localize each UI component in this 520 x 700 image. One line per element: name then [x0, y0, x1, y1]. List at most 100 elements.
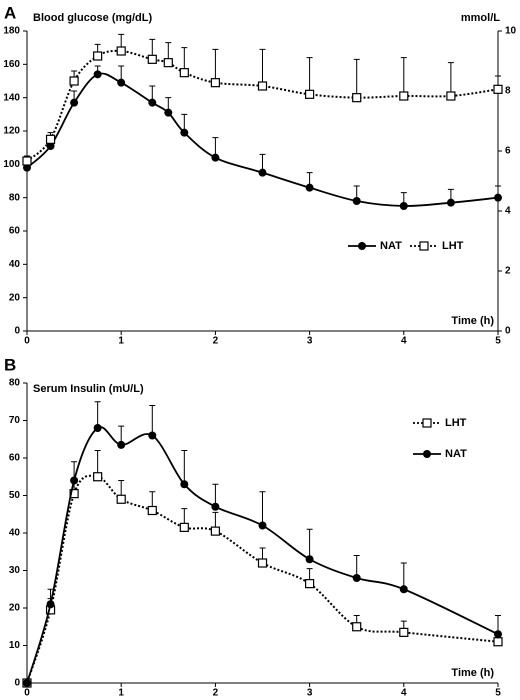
y-tick-label: 80: [9, 192, 21, 203]
x-tick-label: 1: [118, 688, 124, 699]
x-axis-title: Time (h): [451, 667, 494, 679]
legend-label: LHT: [442, 240, 464, 252]
y-axis-title: Serum Insulin (mU/L): [33, 383, 144, 395]
y-tick-label: 180: [3, 26, 20, 37]
x-tick-label: 5: [495, 688, 501, 699]
y-tick-label: 140: [3, 92, 20, 103]
marker: [446, 91, 456, 101]
marker: [493, 637, 503, 647]
x-tick-label: 4: [401, 688, 407, 699]
marker: [69, 489, 79, 499]
error-bar: [181, 450, 188, 485]
marker: [258, 168, 267, 177]
legend-marker: [422, 418, 432, 428]
marker: [69, 76, 79, 86]
y2-axis-title: mmol/L: [461, 12, 500, 24]
marker: [210, 526, 220, 536]
marker: [147, 505, 157, 516]
error-bar: [149, 405, 156, 436]
marker: [399, 585, 408, 594]
marker: [257, 81, 268, 91]
error-bar: [259, 48, 266, 86]
marker: [446, 198, 455, 207]
marker: [93, 424, 102, 432]
marker: [493, 84, 503, 94]
marker: [494, 630, 502, 639]
marker: [93, 51, 103, 61]
y-tick-label: 0: [14, 678, 20, 689]
y-axis-title: Blood glucose (mg/dL): [33, 12, 152, 24]
marker: [70, 98, 79, 107]
marker: [93, 70, 102, 79]
error-bar: [306, 528, 313, 560]
error-bar: [353, 58, 360, 98]
panel-label: B: [4, 355, 16, 374]
marker: [70, 476, 79, 485]
error-bar: [400, 57, 407, 96]
x-axis-title: Time (h): [451, 315, 494, 327]
y2-tick-label: 6: [505, 146, 511, 157]
marker: [210, 78, 220, 88]
y-tick-label: 60: [9, 453, 21, 464]
marker: [352, 622, 362, 632]
marker: [22, 156, 32, 166]
legend-marker: [423, 450, 431, 458]
y2-tick-label: 0: [505, 326, 511, 337]
y-tick-label: 20: [9, 603, 21, 614]
marker: [399, 91, 409, 101]
marker: [46, 142, 55, 150]
marker: [164, 108, 173, 117]
x-tick-label: 1: [118, 336, 124, 347]
marker: [116, 46, 126, 56]
marker: [23, 163, 31, 172]
x-tick-label: 3: [307, 336, 313, 347]
marker: [117, 440, 126, 449]
y2-tick-label: 8: [505, 86, 511, 97]
marker: [147, 54, 157, 64]
error-bar: [212, 48, 219, 83]
x-tick-label: 5: [495, 336, 501, 347]
y-tick-label: 50: [9, 490, 21, 501]
marker: [352, 197, 361, 205]
y2-tick-label: 4: [505, 206, 511, 217]
series-line: [26, 474, 499, 684]
marker: [258, 521, 267, 530]
y-tick-label: 160: [3, 59, 20, 70]
error-bar: [259, 491, 266, 526]
y2-tick-label: 2: [505, 266, 511, 277]
marker: [257, 558, 268, 568]
x-tick-label: 2: [213, 336, 219, 347]
marker: [352, 93, 362, 103]
marker: [180, 480, 189, 489]
marker: [93, 472, 103, 482]
y-tick-label: 120: [3, 126, 20, 137]
marker: [305, 555, 314, 564]
marker: [180, 128, 189, 137]
x-tick-label: 4: [401, 336, 407, 347]
y-tick-label: 0: [14, 326, 20, 337]
y2-tick-label: 10: [505, 26, 517, 37]
marker: [352, 574, 361, 582]
marker: [305, 183, 314, 192]
marker: [163, 58, 173, 68]
y-tick-label: 80: [9, 378, 21, 389]
error-bar: [94, 401, 101, 428]
y-tick-label: 60: [9, 226, 21, 237]
y-tick-label: 40: [9, 528, 21, 539]
legend-marker: [358, 242, 366, 250]
marker: [211, 153, 220, 162]
marker: [399, 202, 408, 210]
error-bar: [306, 57, 313, 95]
y-tick-label: 40: [9, 259, 21, 270]
marker: [148, 431, 157, 440]
marker: [117, 78, 126, 87]
legend-label: NAT: [445, 448, 467, 460]
series-line: [26, 72, 499, 207]
x-tick-label: 0: [24, 336, 30, 347]
marker: [148, 98, 157, 107]
legend-marker: [419, 241, 429, 251]
error-bar: [447, 62, 454, 96]
marker: [179, 68, 189, 78]
marker: [116, 494, 126, 504]
